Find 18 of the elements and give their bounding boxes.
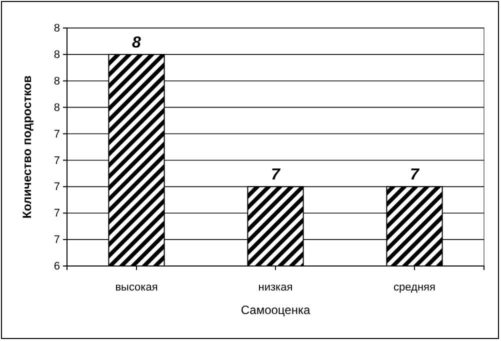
y-axis-title: Количество подростков — [20, 76, 34, 218]
data-label: 8 — [132, 34, 142, 52]
y-tick-label: 7 — [54, 208, 60, 220]
data-label: 7 — [410, 166, 420, 184]
x-tick-label: средняя — [394, 282, 436, 294]
y-tick-label: 8 — [54, 75, 60, 88]
y-tick-label: 7 — [54, 234, 60, 246]
x-tick-label: высокая — [115, 282, 158, 294]
y-tick-label: 8 — [54, 48, 60, 61]
y-tick-label: 6 — [54, 260, 60, 273]
data-label: 7 — [271, 166, 282, 184]
y-tick-label: 8 — [54, 102, 60, 114]
y-tick-label: 7 — [54, 128, 60, 140]
y-tick-label: 7 — [54, 154, 60, 167]
x-axis-title: Самооценка — [240, 303, 310, 317]
y-tick-label: 8 — [54, 22, 60, 35]
x-tick-label: низкая — [258, 282, 293, 294]
y-tick-label: 7 — [54, 181, 60, 194]
